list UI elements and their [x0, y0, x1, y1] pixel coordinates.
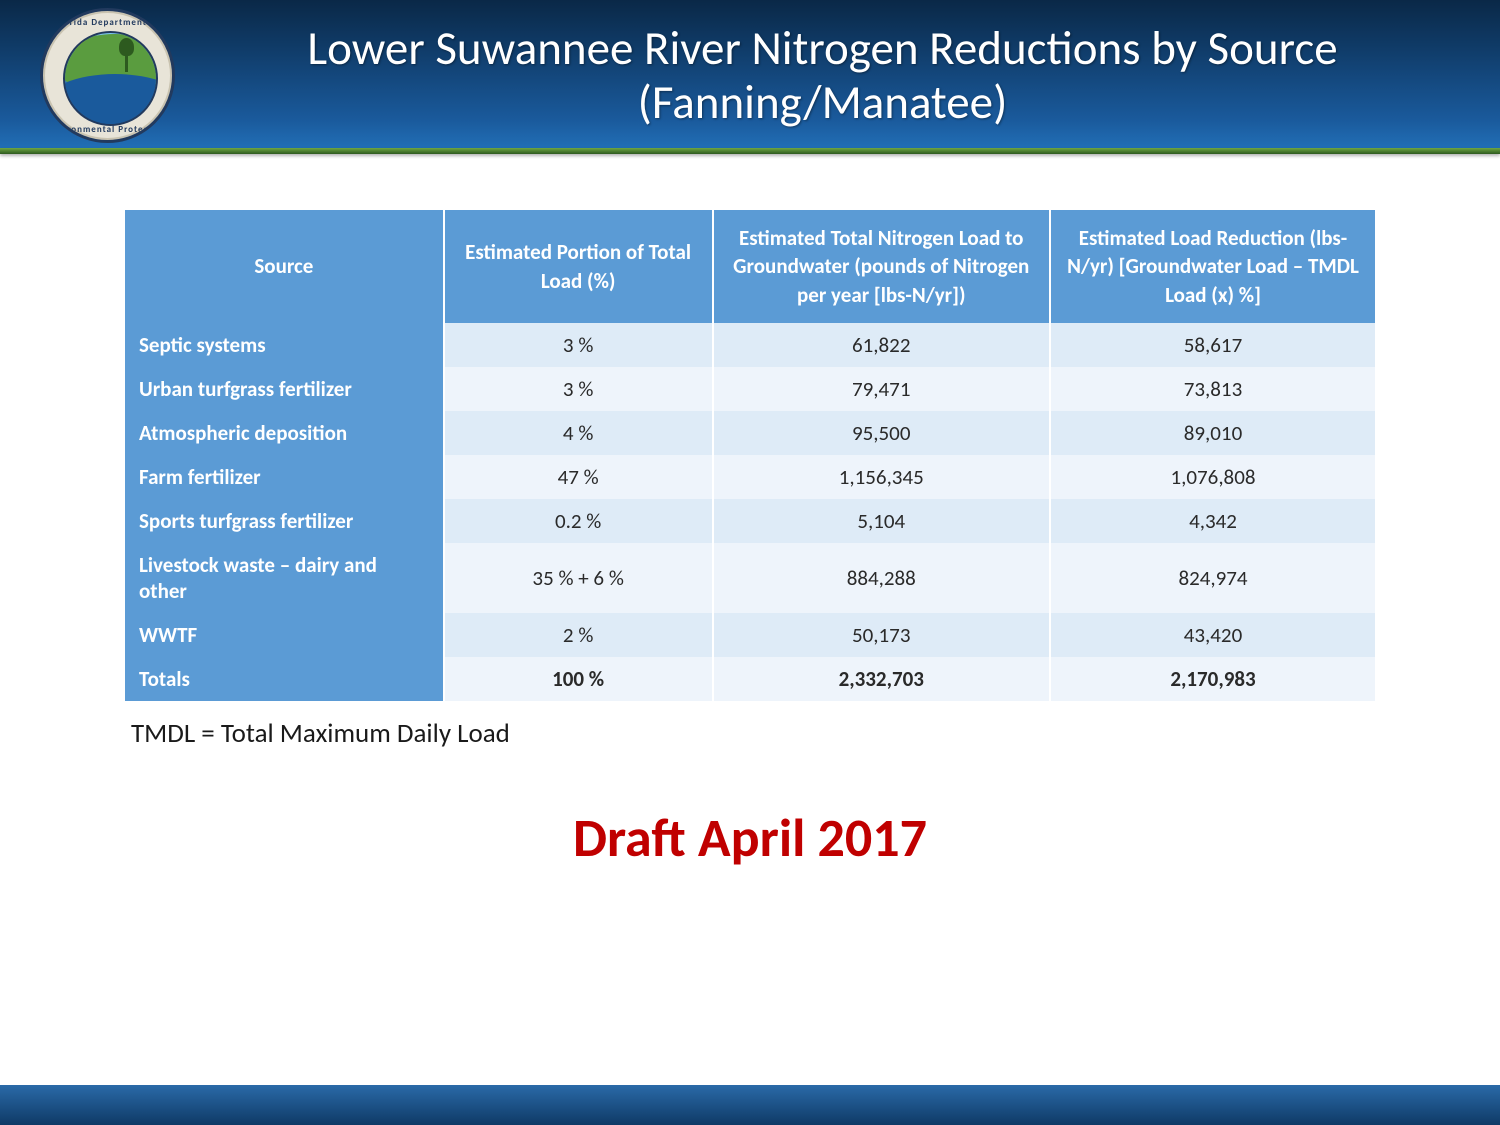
cell-source: Totals: [125, 657, 444, 701]
cell-source: Farm fertilizer: [125, 455, 444, 499]
cell-source: Atmospheric deposition: [125, 411, 444, 455]
cell-source: WWTF: [125, 613, 444, 657]
cell-reduction: 89,010: [1050, 411, 1375, 455]
slide-title: Lower Suwannee River Nitrogen Reductions…: [175, 21, 1500, 129]
cell-reduction: 58,617: [1050, 323, 1375, 367]
table-row: Urban turfgrass fertilizer3 %79,47173,81…: [125, 367, 1375, 411]
table-row: Farm fertilizer47 %1,156,3451,076,808: [125, 455, 1375, 499]
agency-logo: Florida Department of Environmental Prot…: [40, 8, 175, 143]
footnote: TMDL = Total Maximum Daily Load: [131, 717, 1375, 750]
cell-load: 61,822: [713, 323, 1051, 367]
table-row: Septic systems3 %61,82258,617: [125, 323, 1375, 367]
table-row: Atmospheric deposition4 %95,50089,010: [125, 411, 1375, 455]
cell-reduction: 2,170,983: [1050, 657, 1375, 701]
cell-portion: 3 %: [444, 323, 713, 367]
cell-reduction: 73,813: [1050, 367, 1375, 411]
cell-load: 1,156,345: [713, 455, 1051, 499]
table-row-totals: Totals100 %2,332,7032,170,983: [125, 657, 1375, 701]
cell-portion: 100 %: [444, 657, 713, 701]
cell-source: Urban turfgrass fertilizer: [125, 367, 444, 411]
cell-portion: 47 %: [444, 455, 713, 499]
cell-portion: 4 %: [444, 411, 713, 455]
table-row: Sports turfgrass fertilizer0.2 %5,1044,3…: [125, 499, 1375, 543]
header-green-underline: [0, 148, 1500, 154]
cell-portion: 2 %: [444, 613, 713, 657]
cell-source: Septic systems: [125, 323, 444, 367]
cell-reduction: 4,342: [1050, 499, 1375, 543]
cell-load: 884,288: [713, 543, 1051, 613]
col-header-portion: Estimated Portion of Total Load (%): [444, 210, 713, 323]
cell-portion: 0.2 %: [444, 499, 713, 543]
cell-load: 50,173: [713, 613, 1051, 657]
col-header-source: Source: [125, 210, 444, 323]
cell-source: Livestock waste – dairy and other: [125, 543, 444, 613]
cell-reduction: 824,974: [1050, 543, 1375, 613]
table-row: Livestock waste – dairy and other35 % + …: [125, 543, 1375, 613]
header-band: Florida Department of Environmental Prot…: [0, 0, 1500, 150]
cell-portion: 35 % + 6 %: [444, 543, 713, 613]
logo-text-top: Florida Department of: [43, 17, 172, 28]
table-header-row: Source Estimated Portion of Total Load (…: [125, 210, 1375, 323]
nitrogen-reduction-table: Source Estimated Portion of Total Load (…: [125, 210, 1375, 701]
cell-portion: 3 %: [444, 367, 713, 411]
table-row: WWTF2 %50,17343,420: [125, 613, 1375, 657]
logo-text-bottom: Environmental Protection: [43, 124, 172, 135]
cell-load: 2,332,703: [713, 657, 1051, 701]
footer-band: [0, 1085, 1500, 1125]
cell-source: Sports turfgrass fertilizer: [125, 499, 444, 543]
cell-load: 5,104: [713, 499, 1051, 543]
draft-label: Draft April 2017: [125, 805, 1375, 871]
cell-load: 79,471: [713, 367, 1051, 411]
col-header-load: Estimated Total Nitrogen Load to Groundw…: [713, 210, 1051, 323]
content-area: Source Estimated Portion of Total Load (…: [0, 150, 1500, 871]
cell-reduction: 43,420: [1050, 613, 1375, 657]
cell-load: 95,500: [713, 411, 1051, 455]
col-header-reduction: Estimated Load Reduction (lbs-N/yr) [Gro…: [1050, 210, 1375, 323]
cell-reduction: 1,076,808: [1050, 455, 1375, 499]
